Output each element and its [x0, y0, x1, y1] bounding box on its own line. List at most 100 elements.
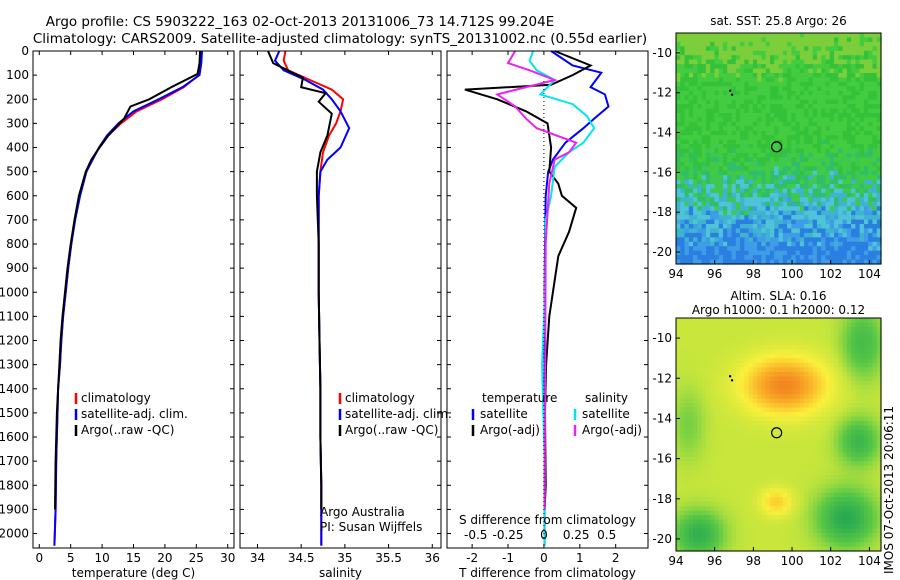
map-cell [710, 492, 716, 498]
map-cell [740, 416, 745, 422]
map-cell [774, 175, 780, 181]
map-cell [876, 197, 882, 203]
map-cell [829, 340, 835, 346]
map-cell [757, 117, 763, 123]
map-cell [778, 232, 784, 238]
legend-label: satellite-adj. clim. [345, 407, 452, 421]
map-cell [782, 241, 788, 247]
map-cell [688, 166, 694, 172]
map-cell [697, 367, 703, 373]
map-cell [684, 510, 690, 516]
map-cell [791, 456, 797, 462]
map-cell [868, 90, 874, 96]
map-cell [748, 170, 754, 176]
map-cell [710, 259, 716, 265]
map-cell [680, 135, 686, 141]
map-cell [791, 148, 797, 154]
map-cell [842, 139, 848, 145]
map-cell [799, 501, 805, 507]
map-cell [744, 215, 750, 221]
map-cell [834, 497, 839, 503]
map-cell [676, 184, 681, 190]
map-cell [714, 197, 720, 203]
map-cell [872, 215, 878, 221]
map-cell [684, 228, 690, 234]
map-cell [821, 201, 827, 207]
map-cell [842, 55, 848, 61]
map-cell [705, 398, 711, 404]
map-cell [680, 380, 686, 386]
map-cell [872, 210, 878, 216]
map-cell [799, 340, 805, 346]
map-cell [697, 398, 703, 404]
map-cell [859, 64, 865, 70]
map-cell [697, 170, 703, 176]
map-cell [752, 50, 758, 56]
map-cell [748, 237, 754, 243]
map-cell [718, 376, 724, 382]
map-cell [808, 108, 814, 114]
map-cell [701, 161, 707, 167]
map-cell [693, 434, 698, 440]
map-cell [774, 488, 780, 494]
map-cell [774, 465, 780, 471]
map-cell [842, 37, 848, 43]
map-cell [731, 64, 737, 70]
map-cell [718, 197, 724, 203]
map-cell [701, 179, 707, 185]
plot-frame [239, 50, 442, 549]
map-cell [834, 421, 839, 427]
map-cell [846, 170, 852, 176]
map-cell [795, 175, 801, 181]
map-cell [855, 117, 861, 123]
map-cell [718, 443, 724, 449]
map-cell [761, 237, 767, 243]
map-cell [701, 112, 707, 118]
map-cell [838, 59, 844, 65]
map-cell [821, 246, 827, 252]
map-cell [735, 112, 741, 118]
map-cell [851, 443, 856, 449]
map-cell [731, 170, 737, 176]
map-cell [791, 353, 797, 359]
map-cell [829, 501, 835, 507]
map-cell [868, 394, 874, 400]
map-cell [757, 515, 763, 521]
map-cell [855, 241, 861, 247]
map-cell [787, 197, 792, 203]
map-cell [876, 403, 882, 409]
map-cell [868, 515, 874, 521]
map-cell [791, 322, 797, 328]
map-cell [787, 398, 792, 404]
map-cell [735, 246, 741, 252]
y-tick-label: 1800 [0, 478, 29, 492]
map-cell [774, 322, 780, 328]
map-cell [701, 219, 707, 225]
map-cell [718, 55, 724, 61]
map-cell [842, 46, 848, 52]
map-cell [722, 335, 728, 341]
map-cell [838, 144, 844, 150]
map-cell [714, 90, 720, 96]
map-cell [714, 232, 720, 238]
map-cell [859, 130, 865, 136]
map-cell [846, 246, 852, 252]
map-cell [714, 188, 720, 194]
map-cell [757, 108, 763, 114]
map-cell [727, 95, 733, 101]
map-cell [727, 77, 733, 83]
map-cell [812, 161, 818, 167]
map-cell [705, 157, 711, 163]
map-cell [829, 46, 835, 52]
map-cell [804, 461, 809, 467]
map-cell [722, 188, 728, 194]
map-cell [774, 510, 780, 516]
map-cell [680, 188, 686, 194]
map-cell [782, 224, 788, 230]
map-cell [799, 152, 805, 158]
map-cell [757, 72, 763, 79]
map-cell [727, 349, 733, 355]
map-cell [868, 403, 874, 409]
map-cell [795, 192, 801, 198]
map-cell [812, 152, 818, 158]
